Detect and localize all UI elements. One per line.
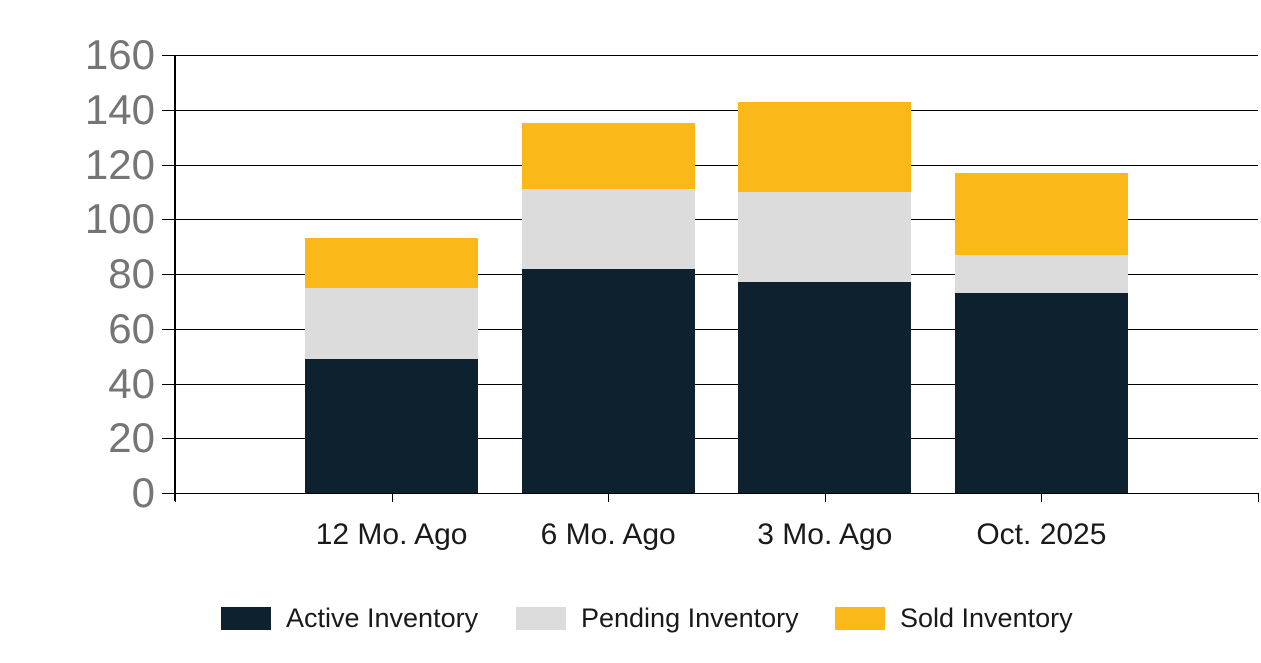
bar-segment-pending-inventory [738,191,912,283]
bar-oct-2025 [954,172,1128,493]
bar-segment-active-inventory [954,293,1128,493]
x-axis-tick [824,493,826,502]
y-axis-tick-label: 20 [108,414,155,462]
x-axis-label-oct-2025: Oct. 2025 [976,518,1107,551]
gridline-140 [175,109,1258,111]
y-axis-tick [162,55,175,56]
y-axis-tick-label: 100 [84,195,155,243]
y-axis-tick [162,383,175,385]
x-axis-tick [1041,493,1043,502]
y-axis-tick [162,328,175,330]
x-axis-tick [391,493,393,502]
y-axis-tick-label: 0 [131,469,155,516]
y-axis-tick [162,219,175,221]
y-axis-tick-label: 120 [84,140,155,188]
x-axis-label-12-mo-ago: 12 Mo. Ago [315,518,468,551]
gridline-80 [175,274,1258,275]
y-axis-tick [162,493,175,494]
bar-segment-sold-inventory [738,101,912,192]
bar-3-mo-ago [738,101,912,493]
y-axis-tick [162,438,175,440]
gridline-120 [175,164,1258,166]
gridline-0 [175,493,1258,494]
y-axis-tick-label: 80 [108,250,155,297]
x-axis-label-6-mo-ago: 6 Mo. Ago [540,518,676,551]
y-axis-tick-label: 140 [84,85,155,133]
y-axis-tick-label: 160 [84,31,155,78]
gridline-20 [175,438,1258,440]
legend-label-sold-inventory: Sold Inventory [900,603,1073,633]
legend-swatch-sold-inventory [835,607,885,630]
x-axis-tick [1258,493,1259,502]
legend-label-pending-inventory: Pending Inventory [581,603,799,633]
legend-swatch-active-inventory [221,607,271,630]
bar-segment-pending-inventory [305,287,479,359]
bar-segment-pending-inventory [954,254,1128,294]
gridline-160 [175,55,1258,56]
y-axis-tick-label: 40 [108,359,155,407]
x-axis-tick [608,493,610,502]
legend-item-active-inventory: Active Inventory [221,605,478,632]
legend-item-pending-inventory: Pending Inventory [516,605,799,632]
y-axis-tick [162,274,175,275]
bar-segment-sold-inventory [521,123,695,190]
gridline-100 [175,219,1258,221]
bar-segment-pending-inventory [521,189,695,269]
y-axis-line [174,55,176,501]
y-axis-tick-label: 60 [108,304,155,352]
bar-12-mo-ago [305,238,479,493]
x-axis-tick [175,493,176,502]
bar-segment-active-inventory [738,282,912,493]
gridline-60 [175,328,1258,330]
x-axis-label-3-mo-ago: 3 Mo. Ago [757,518,893,551]
legend-swatch-pending-inventory [516,607,566,630]
bar-segment-active-inventory [305,358,479,493]
y-axis-tick [162,109,175,111]
bar-segment-sold-inventory [305,238,479,288]
bar-segment-sold-inventory [954,172,1128,255]
bar-segment-active-inventory [521,268,695,493]
bar-6-mo-ago [521,123,695,493]
legend-label-active-inventory: Active Inventory [286,603,479,633]
y-axis-tick [162,164,175,166]
legend-item-sold-inventory: Sold Inventory [835,605,1073,632]
gridline-40 [175,383,1258,385]
